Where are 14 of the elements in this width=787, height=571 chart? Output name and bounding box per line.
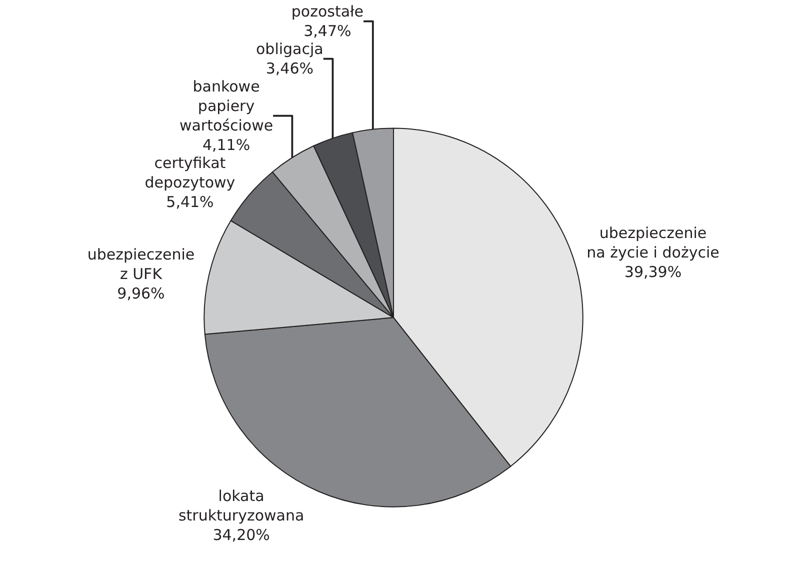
data-label: 3,46%	[266, 60, 314, 78]
slice-label: pozostałe	[291, 2, 364, 20]
data-label: 3,47%	[304, 22, 352, 40]
data-label: 4,11%	[202, 136, 250, 154]
slice-label: bankowe papiery wartościowe	[179, 78, 274, 134]
data-label: 39,39%	[624, 263, 682, 282]
slice-label: certyfikat depozytowy	[144, 154, 236, 192]
slice-label: ubezpieczenie na życie i dożycie	[586, 224, 720, 262]
slice-label: lokata strukturyzowana	[178, 486, 304, 524]
slice-label: ubezpieczenie z UFK	[87, 246, 195, 284]
slice-label: obligacja	[256, 40, 324, 58]
data-label: 9,96%	[117, 284, 165, 303]
data-label: 34,20%	[212, 526, 270, 544]
data-label: 5,41%	[166, 193, 214, 211]
